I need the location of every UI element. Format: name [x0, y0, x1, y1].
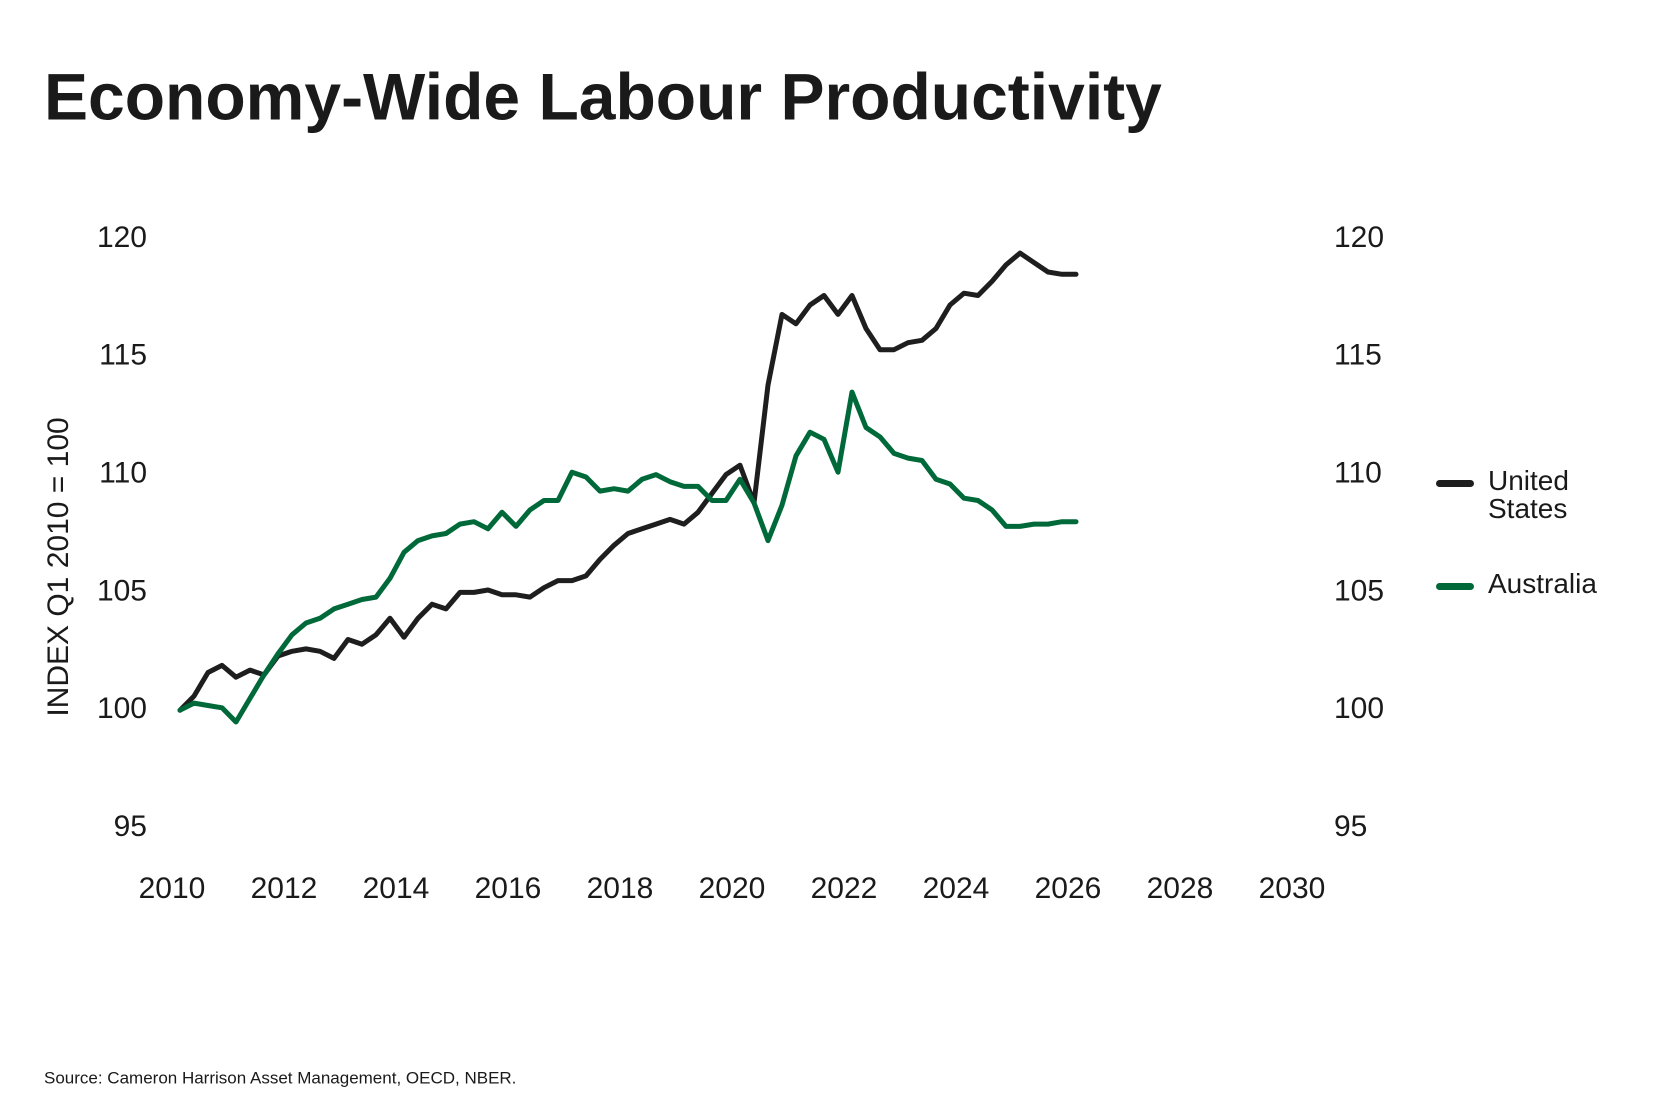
y-tick-label: 105: [97, 574, 147, 607]
legend-swatch: [1436, 480, 1474, 487]
x-tick-label: 2026: [1035, 872, 1102, 905]
y-tick-label: 95: [114, 810, 147, 843]
y2-tick-label: 120: [1334, 221, 1384, 254]
y2-tick-label: 100: [1334, 692, 1384, 725]
y-axis-label: INDEX Q1 2010 = 100: [42, 417, 75, 716]
legend-item: Australia: [1436, 570, 1666, 598]
legend-item: United States: [1436, 467, 1666, 523]
y2-tick-label: 95: [1334, 810, 1367, 843]
y2-tick-label: 110: [1334, 457, 1382, 490]
x-tick-label: 2010: [139, 872, 206, 905]
x-tick-label: 2030: [1259, 872, 1326, 905]
x-tick-label: 2022: [811, 872, 878, 905]
x-tick-label: 2016: [475, 872, 542, 905]
x-tick-label: 2012: [251, 872, 318, 905]
source-note: Source: Cameron Harrison Asset Managemen…: [44, 1068, 516, 1087]
legend-label: Australia: [1488, 568, 1597, 599]
legend-swatch: [1436, 583, 1474, 590]
x-tick-label: 2014: [363, 872, 430, 905]
x-tick-label: 2024: [923, 872, 990, 905]
legend-label: United States: [1488, 465, 1569, 524]
x-tick-label: 2020: [699, 872, 766, 905]
y2-tick-label: 105: [1334, 574, 1384, 607]
series-line: [177, 250, 1079, 713]
series-line: [177, 389, 1079, 725]
y-tick-label: 100: [97, 692, 147, 725]
y-tick-label: 110: [99, 457, 147, 490]
x-tick-label: 2028: [1147, 872, 1214, 905]
y-tick-label: 115: [99, 339, 147, 372]
y2-tick-label: 115: [1334, 339, 1382, 372]
chart-title: Economy-Wide Labour Productivity: [44, 59, 1162, 133]
y-tick-label: 120: [97, 221, 147, 254]
x-tick-label: 2018: [587, 872, 654, 905]
